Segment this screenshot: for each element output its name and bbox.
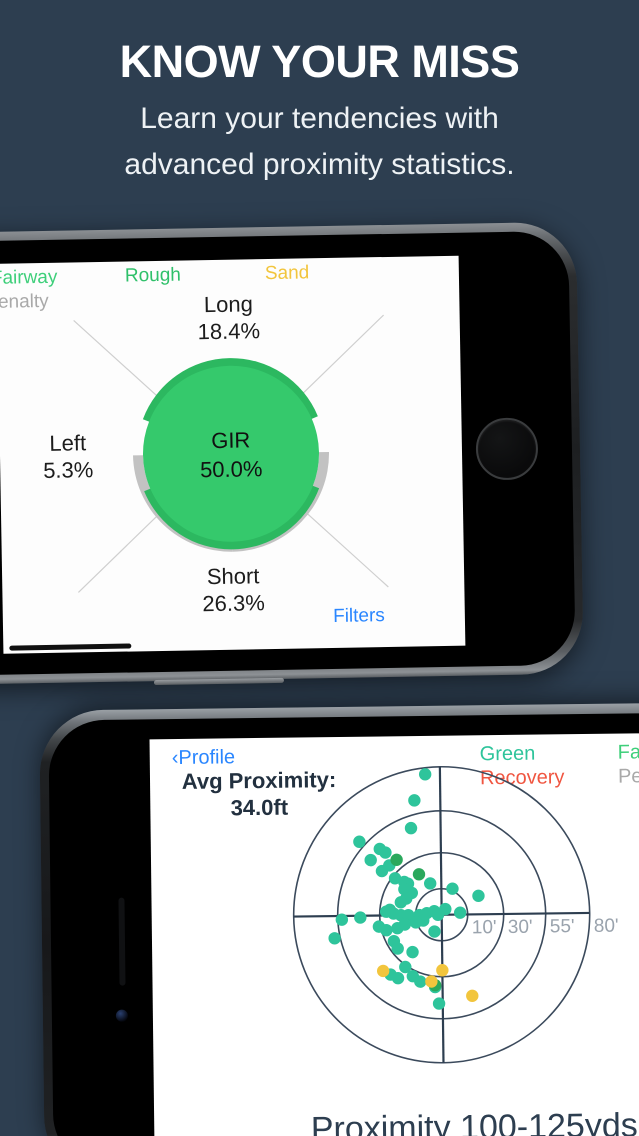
scatter-point-green[interactable]	[446, 882, 459, 895]
page-title: KNOW YOUR MISS	[119, 36, 520, 87]
proximity-polar-chart: 10' 30' 55' 80'	[268, 757, 639, 1091]
scatter-point-green[interactable]	[391, 971, 405, 985]
scatter-point-green[interactable]	[453, 906, 467, 919]
scatter-point-green[interactable]	[414, 975, 427, 988]
proximity-chart-svg: 10' 30' 55' 80'	[292, 765, 619, 1064]
value-gir: 50.0%	[200, 456, 263, 482]
scatter-points	[328, 768, 485, 1010]
value-long: 18.4%	[197, 318, 260, 344]
scatter-point-green[interactable]	[423, 877, 437, 890]
scatter-point-green[interactable]	[472, 889, 485, 903]
legend-item-fairway[interactable]: Fairway	[0, 266, 58, 289]
scatter-point-green[interactable]	[406, 945, 419, 959]
scatter-point-green[interactable]	[418, 768, 432, 781]
scatter-point-green[interactable]	[428, 925, 441, 938]
phone-screen-gir-summary: Fairway Penalty Rough Sand	[0, 255, 466, 654]
scatter-point-green[interactable]	[432, 997, 446, 1010]
phone-mockup-top: Fairway Penalty Rough Sand	[0, 221, 584, 687]
legend-item-sand[interactable]: Sand	[264, 262, 310, 285]
hero-subtitle-line-2: advanced proximity statistics.	[124, 147, 515, 181]
scatter-point-green[interactable]	[391, 921, 404, 935]
ring-label-55ft: 55'	[550, 916, 575, 937]
scatter-point-green[interactable]	[364, 853, 377, 867]
scatter-point-green[interactable]	[394, 896, 408, 909]
scatter-point-green[interactable]	[375, 864, 389, 878]
gir-distribution-chart: Long 18.4% Short 26.3% Left 5.3% GIR 50.…	[33, 291, 428, 617]
scatter-point-green[interactable]	[399, 960, 412, 974]
label-short: Short	[207, 563, 260, 589]
hero-subtitle-line-1: Learn your tendencies with	[140, 102, 499, 136]
ring-label-30ft: 30'	[508, 917, 533, 938]
ring-label-80ft: 80'	[594, 916, 619, 937]
slice-gir[interactable]	[141, 364, 320, 543]
scatter-point-green[interactable]	[409, 916, 423, 929]
value-left: 5.3%	[43, 457, 94, 483]
scatter-point-sand[interactable]	[425, 975, 438, 988]
filters-button[interactable]: Filters	[332, 605, 386, 627]
label-long: Long	[204, 292, 253, 317]
scroll-indicator[interactable]	[9, 643, 132, 651]
scatter-point-green[interactable]	[404, 821, 418, 835]
earpiece-speaker-icon	[118, 897, 126, 986]
legend-item-rough[interactable]: Rough	[124, 264, 182, 287]
ring-tick-labels: 10' 30' 55' 80'	[472, 916, 619, 939]
chart-bottom-title: Proximity 100-125yds	[310, 1106, 638, 1136]
front-camera-icon	[115, 1009, 128, 1022]
gir-chart-svg: Long 18.4% Short 26.3% Left 5.3% GIR 50.…	[43, 291, 389, 616]
power-button[interactable]	[153, 677, 285, 686]
scatter-point-fairway[interactable]	[412, 868, 426, 881]
scatter-point-green[interactable]	[353, 835, 366, 848]
label-left: Left	[49, 430, 86, 456]
scatter-point-green[interactable]	[354, 911, 367, 924]
scatter-point-green[interactable]	[439, 902, 452, 916]
phone-screen-proximity: ‹Profile Avg Proximity: 34.0ft Green Rec…	[149, 731, 639, 1136]
back-button-profile[interactable]: ‹Profile	[171, 746, 236, 770]
scatter-point-green[interactable]	[379, 846, 392, 859]
scatter-point-sand[interactable]	[376, 964, 390, 978]
scatter-point-sand[interactable]	[466, 989, 479, 1003]
scatter-point-fairway[interactable]	[390, 853, 403, 867]
scatter-point-green[interactable]	[328, 932, 341, 945]
slice-short[interactable]	[144, 476, 320, 551]
value-short: 26.3%	[202, 590, 265, 616]
ring-label-10ft: 10'	[472, 917, 497, 938]
scatter-point-green[interactable]	[335, 913, 349, 926]
scatter-point-green[interactable]	[391, 942, 404, 955]
scatter-point-green[interactable]	[372, 920, 386, 933]
phone-mockup-bottom: ‹Profile Avg Proximity: 34.0ft Green Rec…	[39, 701, 639, 1136]
slice-long[interactable]	[142, 357, 318, 432]
label-gir: GIR	[211, 427, 251, 453]
scatter-point-green[interactable]	[408, 794, 421, 807]
hero-block: KNOW YOUR MISS Learn your tendencies wit…	[0, 38, 639, 186]
scatter-point-sand[interactable]	[436, 964, 449, 977]
